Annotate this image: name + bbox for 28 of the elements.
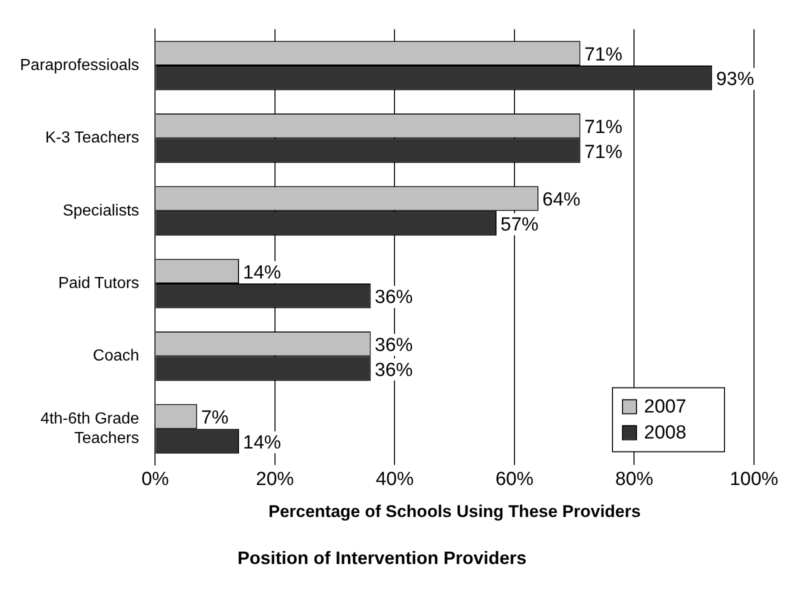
data-label: 14% bbox=[243, 432, 282, 454]
data-label: 71% bbox=[584, 117, 622, 138]
data-label: 64% bbox=[542, 190, 581, 211]
x-tick-label: 80% bbox=[615, 468, 654, 490]
y-tick-label: Coach bbox=[92, 348, 140, 365]
data-label: 14% bbox=[243, 262, 282, 284]
legend-label: 2008 bbox=[644, 422, 686, 444]
x-tick-label: 60% bbox=[495, 468, 534, 490]
data-label: 57% bbox=[500, 214, 539, 236]
x-tick-label: 100% bbox=[730, 468, 778, 490]
x-axis-title: Percentage of Schools Using These Providers bbox=[268, 502, 641, 521]
x-tick-label: 20% bbox=[256, 468, 294, 490]
y-tick-label: Paraprofessioals bbox=[20, 56, 140, 74]
data-label: 93% bbox=[716, 69, 754, 90]
x-tick-label: 0% bbox=[141, 468, 170, 490]
legend-label: 2007 bbox=[644, 396, 686, 418]
data-label: 36% bbox=[374, 360, 413, 381]
x-tick-label: 40% bbox=[376, 468, 414, 490]
text: Position of Intervention Providers bbox=[237, 548, 527, 568]
y-tick-label: K-3 Teachers bbox=[45, 130, 140, 147]
data-label: 71% bbox=[584, 142, 622, 163]
y-tick-label: Specialists bbox=[62, 202, 140, 220]
data-label: 36% bbox=[374, 287, 413, 308]
y-tick-label: 4th-6th Grade Teachers bbox=[40, 410, 140, 447]
y-tick-label: Paid Tutors bbox=[58, 274, 140, 292]
data-label: 71% bbox=[584, 44, 622, 66]
data-label: 36% bbox=[374, 335, 413, 356]
data-label: 7% bbox=[201, 408, 229, 429]
